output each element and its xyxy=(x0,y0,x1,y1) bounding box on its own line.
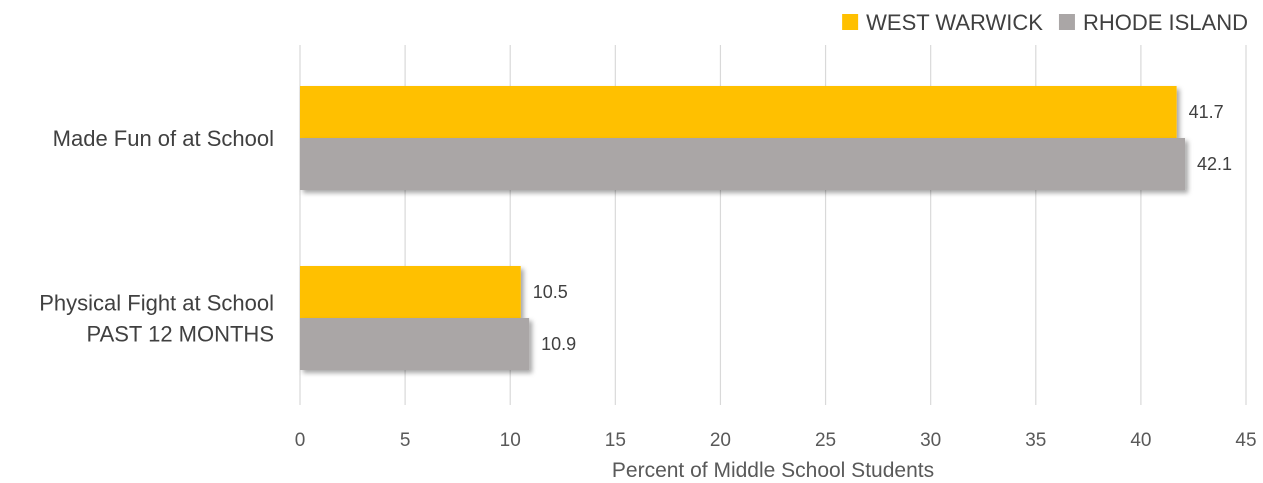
x-tick-label: 5 xyxy=(400,430,411,451)
x-tick-label: 40 xyxy=(1130,430,1151,451)
x-tick-label: 35 xyxy=(1025,430,1046,451)
data-label: 10.9 xyxy=(541,334,576,354)
labels: 0 5 10 15 20 25 30 35 40 45 41.7 42.1 Made Fun of at… xyxy=(39,102,1256,451)
data-label: 10.5 xyxy=(533,282,568,302)
legend-swatch xyxy=(842,14,859,30)
legend: RHODE ISLAND WEST WARWICK xyxy=(842,10,1248,35)
data-label: 41.7 xyxy=(1189,102,1224,122)
x-tick-label: 0 xyxy=(295,430,306,451)
x-axis-title: Percent of Middle School Students xyxy=(612,459,934,482)
category-label: Physical Fight at School xyxy=(39,291,274,316)
data-label: 42.1 xyxy=(1197,154,1232,174)
legend-label: RHODE ISLAND xyxy=(1083,10,1248,35)
category-label: Made Fun of at School xyxy=(53,126,274,151)
bar xyxy=(300,318,530,370)
x-tick-label: 30 xyxy=(920,430,941,451)
category-label: PAST 12 MONTHS xyxy=(87,322,274,347)
legend-label: WEST WARWICK xyxy=(866,10,1043,35)
bars xyxy=(300,86,1186,370)
bar xyxy=(300,86,1177,138)
x-tick-label: 45 xyxy=(1235,430,1256,451)
x-tick-label: 10 xyxy=(500,430,521,451)
x-tick-label: 15 xyxy=(605,430,626,451)
x-tick-label: 20 xyxy=(710,430,731,451)
bar xyxy=(300,266,521,318)
legend-swatch xyxy=(1058,14,1075,30)
bar xyxy=(300,138,1186,190)
x-tick-label: 25 xyxy=(815,430,836,451)
